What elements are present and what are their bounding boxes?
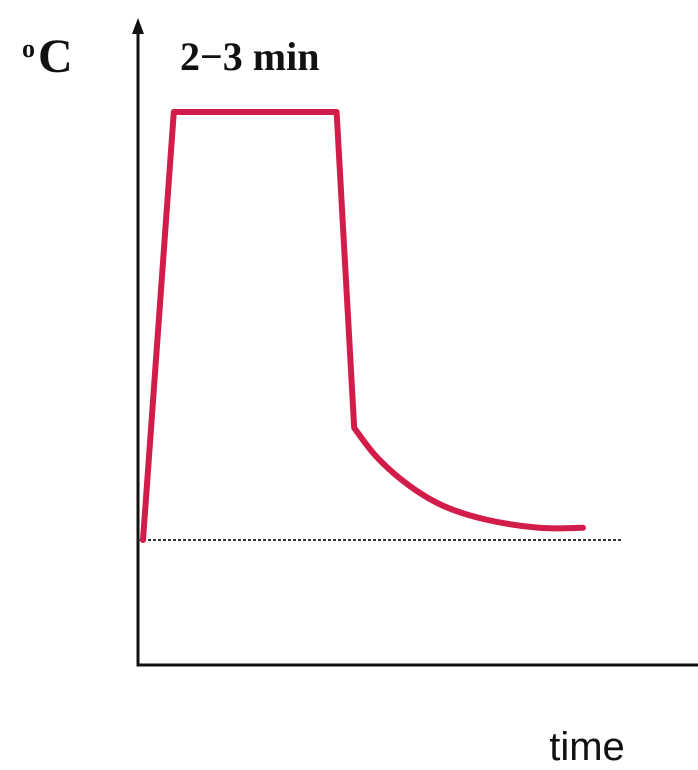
data-point-0-1 xyxy=(173,112,174,113)
chart-title: 2−3 min xyxy=(180,34,319,79)
y-axis xyxy=(132,18,144,665)
y-axis-label: o C xyxy=(22,30,73,83)
data-point-0-4 xyxy=(376,456,377,457)
data-point-0-2 xyxy=(336,112,337,113)
data-point-0-7 xyxy=(486,519,487,520)
y-axis-arrowhead xyxy=(132,18,144,34)
data-point-0-5 xyxy=(407,483,408,484)
data-point-0-8 xyxy=(539,527,540,528)
data-point-0-6 xyxy=(442,505,443,506)
temperature-series-line xyxy=(140,109,586,543)
x-axis-label: time xyxy=(549,725,625,769)
data-point-0-3 xyxy=(354,427,355,428)
data-point-0-0 xyxy=(143,540,144,541)
data-point-0-9 xyxy=(583,527,584,528)
series-group xyxy=(140,109,586,543)
degree-symbol: o xyxy=(22,34,35,63)
celsius-unit-label: C xyxy=(38,30,73,83)
